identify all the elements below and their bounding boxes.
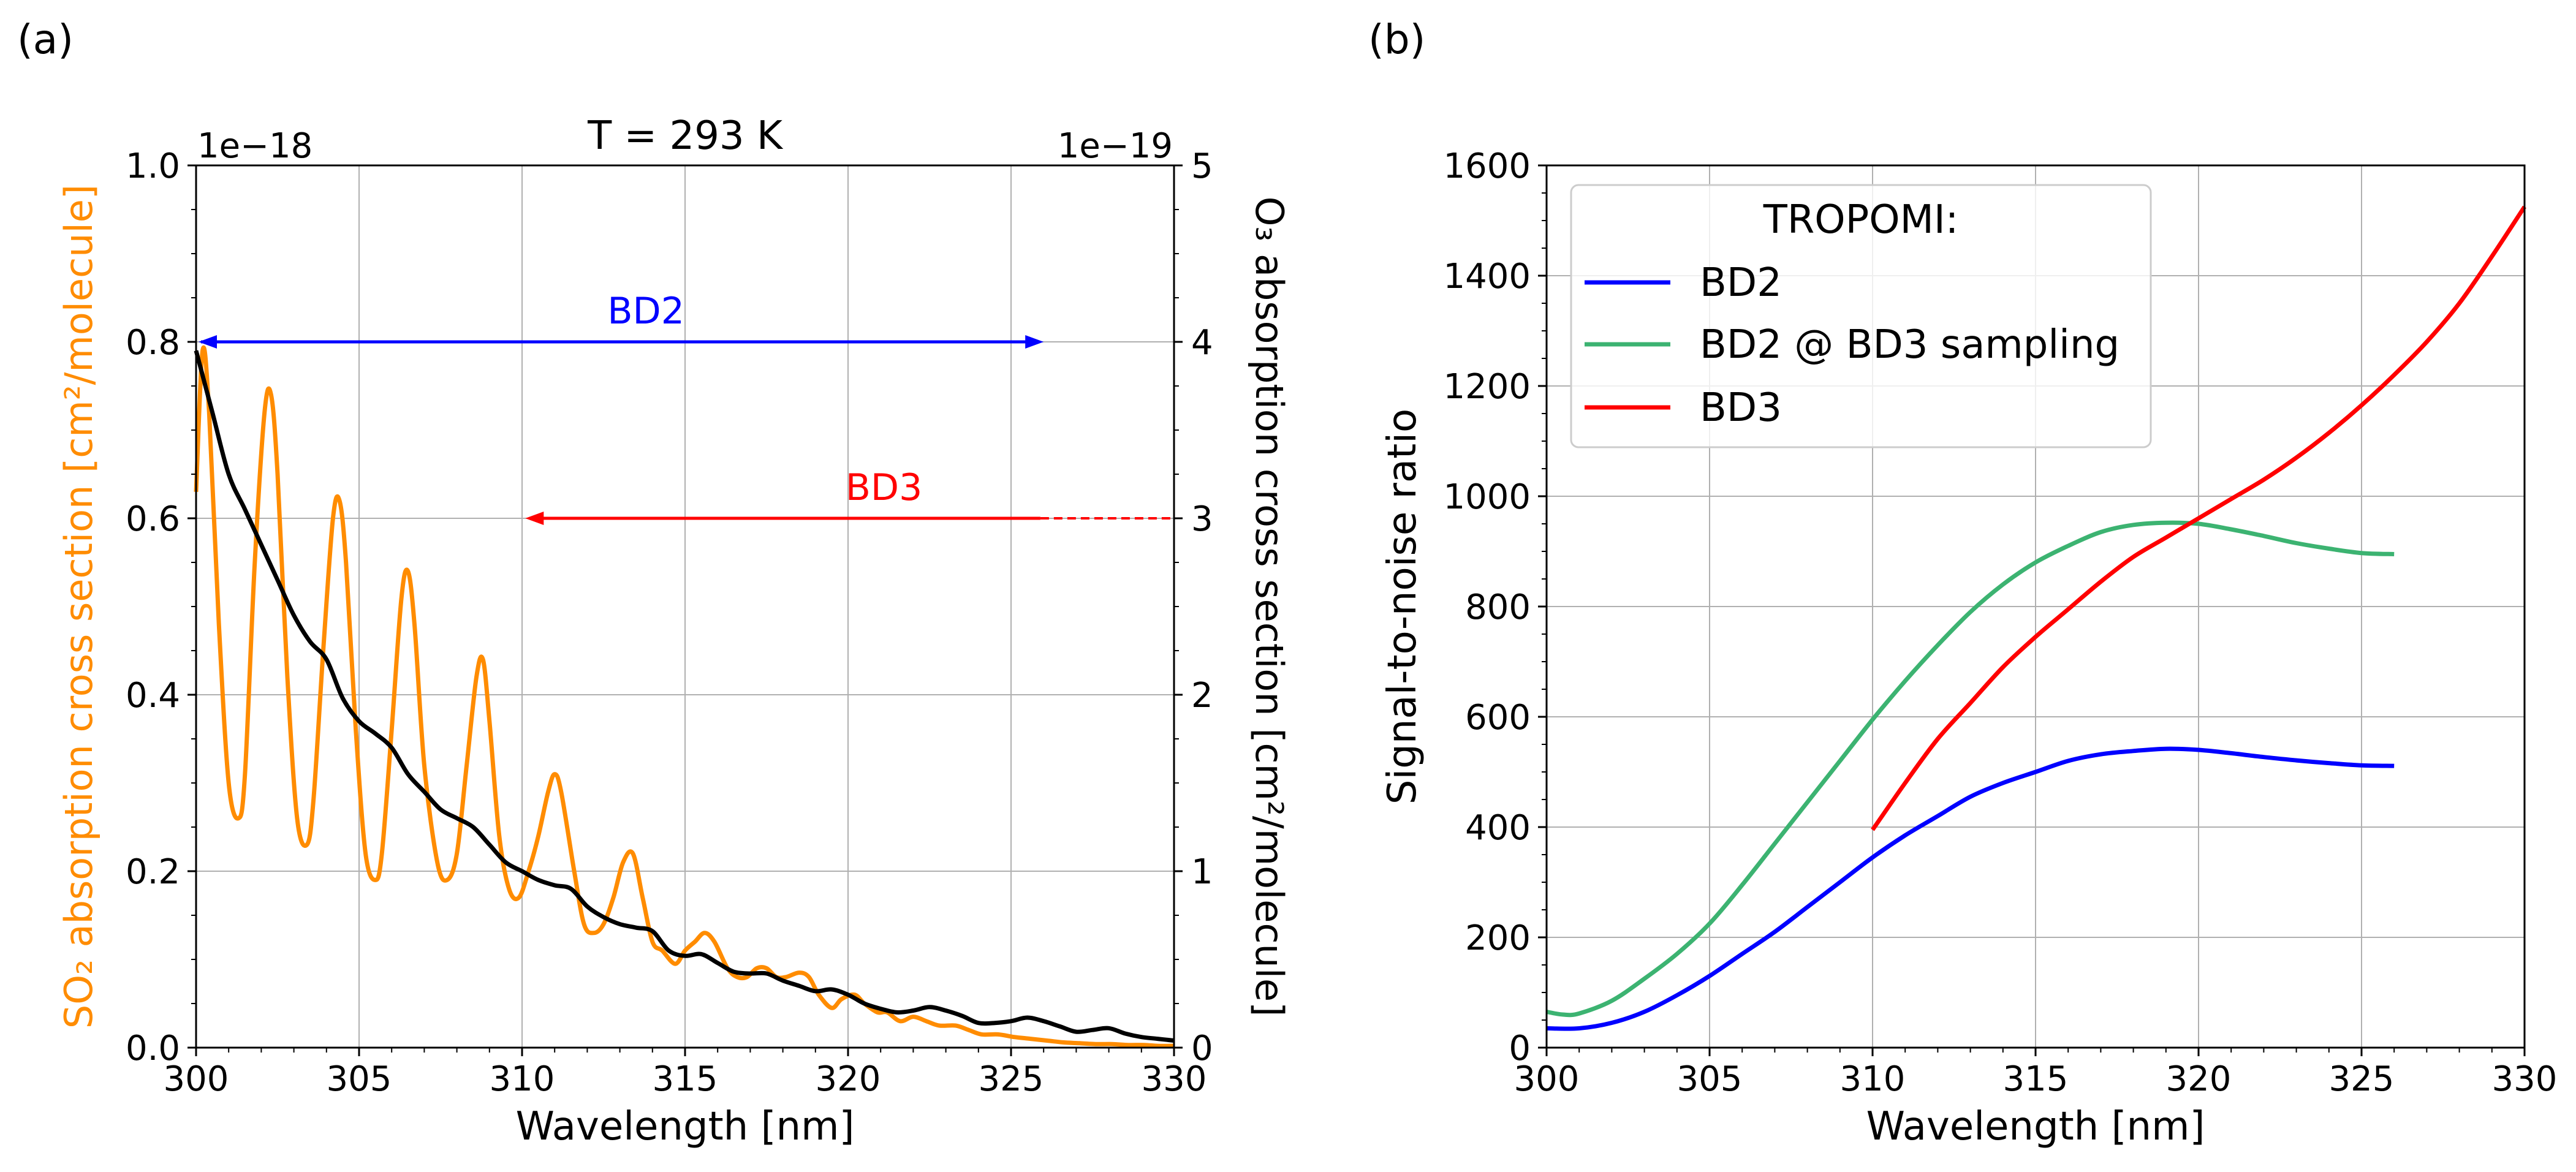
panel-a-grid	[195, 165, 1175, 1048]
bd3-arrow-head	[525, 512, 544, 525]
panel-a-ylabel-left: SO₂ absorption cross section [cm²/molecu…	[56, 184, 101, 1029]
panel-a-label: (a)	[17, 16, 74, 63]
bd3-arrow-label: BD3	[846, 466, 923, 509]
y-right-tick-label: 1	[1191, 852, 1213, 892]
y-right-tick-label: 2	[1191, 676, 1213, 716]
y-left-tick-label: 0.0	[126, 1029, 180, 1068]
bd2-arrow-head-right	[1025, 335, 1044, 349]
bd2-series-line	[1546, 746, 2395, 1031]
y-left-tick-label: 0.2	[126, 852, 180, 892]
x-tick-label: 330	[1142, 1059, 1207, 1099]
x-tick-label: 305	[1677, 1059, 1743, 1099]
panel-a-ticks: 300 305 310 315 320 325 3300.00.20.40.60.81.00…	[126, 146, 1213, 1099]
y-left-tick-label: 0.6	[126, 499, 180, 539]
o3-series-line	[194, 350, 1175, 1043]
panel-a-chart: BD2 BD3 300 305 310 315 320 325 3300.00.20.40.…	[56, 113, 1292, 1149]
so2-series-line	[194, 345, 1175, 1048]
x-tick-label: 300	[164, 1059, 229, 1099]
panel-a-left-offset: 1e−18	[197, 126, 313, 166]
panel-b-legend: TROPOMI: BD2 BD2 @ BD3 sampling BD3	[1570, 184, 2152, 448]
y-tick-label: 400	[1465, 808, 1531, 848]
y-tick-label: 1400	[1443, 257, 1531, 297]
x-tick-label: 320	[2166, 1059, 2232, 1099]
x-tick-label: 305	[327, 1059, 392, 1099]
legend-title: TROPOMI:	[1763, 197, 1959, 243]
panel-b-ylabel: Signal-to-noise ratio	[1380, 409, 1425, 804]
y-right-tick-label: 3	[1191, 499, 1213, 539]
bd2-arrow-head-left	[199, 335, 217, 349]
bd3-series-line	[1871, 205, 2526, 831]
y-right-tick-label: 4	[1191, 323, 1213, 363]
y-tick-label: 0	[1509, 1029, 1531, 1068]
x-tick-label: 325	[979, 1059, 1044, 1099]
y-tick-label: 1200	[1443, 367, 1531, 407]
y-left-tick-label: 0.4	[126, 676, 180, 716]
panel-b-label: (b)	[1368, 16, 1425, 63]
x-tick-label: 315	[2003, 1059, 2069, 1099]
panel-b-ticks: 300 305 310 315 320 325 330 0 200 400 600 800 1000 12…	[1443, 146, 2557, 1099]
y-right-tick-label: 0	[1191, 1029, 1213, 1068]
panel-a-series	[194, 345, 1175, 1048]
legend-label-bd3: BD3	[1700, 385, 1782, 431]
panel-a-xlabel: Wavelength [nm]	[516, 1104, 855, 1149]
panel-a-ylabel-right: O₃ absorption cross section [cm²/molecul…	[1247, 197, 1292, 1017]
y-tick-label: 600	[1465, 698, 1531, 738]
panel-b-xlabel: Wavelength [nm]	[1866, 1104, 2205, 1149]
x-tick-label: 315	[653, 1059, 718, 1099]
y-tick-label: 200	[1465, 918, 1531, 958]
y-tick-label: 1600	[1443, 146, 1531, 186]
x-tick-label: 310	[1840, 1059, 1906, 1099]
bd2-arrow-label: BD2	[607, 290, 684, 333]
x-tick-label: 310	[490, 1059, 555, 1099]
x-tick-label: 320	[816, 1059, 881, 1099]
bd2-bd3-sampling-series-line	[1546, 520, 2395, 1018]
x-tick-label: 325	[2329, 1059, 2395, 1099]
legend-label-bd2-bd3-sampling: BD2 @ BD3 sampling	[1700, 322, 2120, 368]
x-tick-label: 330	[2492, 1059, 2558, 1099]
panel-a-right-offset: 1e−19	[1058, 126, 1173, 166]
y-tick-label: 1000	[1443, 477, 1531, 517]
panel-b-series	[1546, 205, 2526, 1031]
y-left-tick-label: 0.8	[126, 323, 180, 363]
panel-a-annotations: BD2 BD3	[199, 290, 1174, 525]
panel-b-chart: 300 305 310 315 320 325 330 0 200 400 600 800 1000 12…	[1380, 146, 2557, 1149]
y-right-tick-label: 5	[1191, 146, 1213, 186]
x-tick-label: 300	[1514, 1059, 1580, 1099]
y-tick-label: 800	[1465, 588, 1531, 627]
legend-box	[1570, 184, 2152, 448]
panel-a-title: T = 293 K	[587, 113, 784, 159]
legend-label-bd2: BD2	[1700, 260, 1782, 306]
y-left-tick-label: 1.0	[126, 146, 180, 186]
